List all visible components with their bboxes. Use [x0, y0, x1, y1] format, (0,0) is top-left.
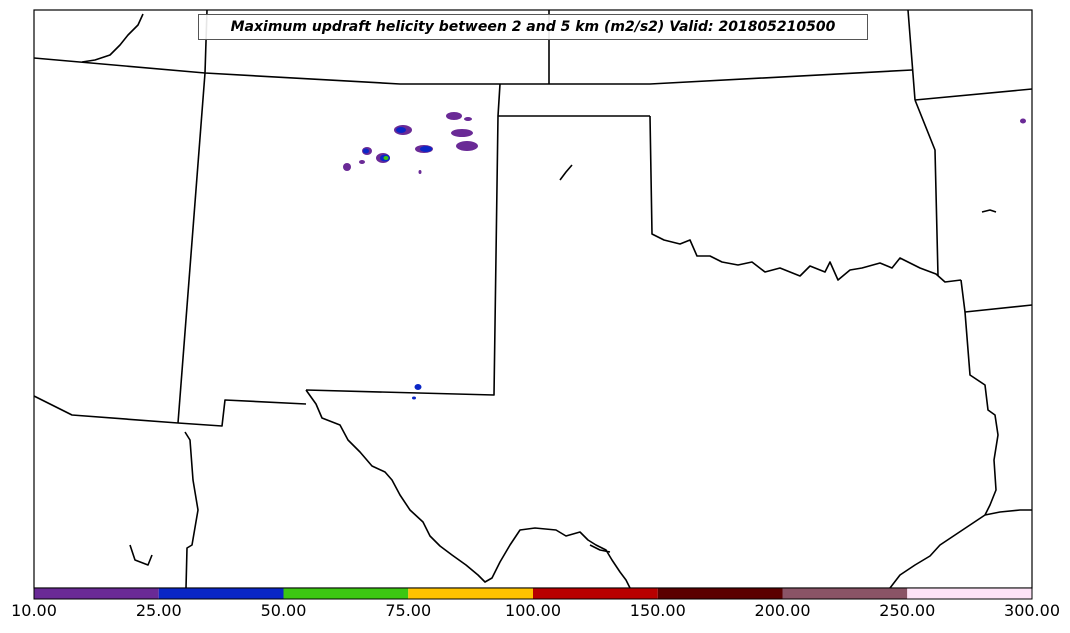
- helicity-cell: [420, 146, 432, 152]
- helicity-cell: [456, 141, 478, 151]
- colorbar-tick-label: 150.00: [629, 601, 686, 620]
- colorbar-segment: [657, 588, 783, 599]
- gulf-coast: [984, 509, 1032, 516]
- helicity-cell: [1020, 118, 1026, 124]
- border-ar-la: [964, 304, 1033, 313]
- colorbar-tick-label: 100.00: [505, 601, 561, 620]
- colorbar-tick-label: 300.00: [1004, 601, 1060, 620]
- helicity-cell: [418, 170, 422, 174]
- colorbar-segment: [34, 588, 159, 599]
- border-ia-mo: [914, 88, 1033, 101]
- state-borders: [33, 9, 1033, 589]
- border-co-ne-top: [33, 57, 913, 85]
- helicity-cell: [412, 396, 416, 400]
- helicity-cell: [451, 129, 473, 137]
- border-az-nm: [177, 72, 206, 424]
- helicity-cell: [343, 163, 351, 171]
- border-mo-ks: [914, 99, 939, 277]
- helicity-cell: [363, 148, 369, 154]
- colorbar-segment: [907, 588, 1032, 599]
- helicity-cell: [396, 127, 406, 133]
- colorbar-segment: [283, 588, 409, 599]
- helicity-cells: [343, 112, 1026, 400]
- colorbar-segment: [533, 588, 658, 599]
- map-frame: [33, 9, 1033, 589]
- colorbar-segment: [782, 588, 908, 599]
- helicity-cell: [464, 117, 472, 121]
- lake-tx: [589, 544, 611, 553]
- border-red-river: [649, 115, 962, 283]
- helicity-cell: [359, 160, 365, 164]
- colorbar-segment: [158, 588, 284, 599]
- colorbar-outline: [33, 587, 1033, 600]
- helicity-cell: [414, 384, 422, 390]
- border-mexico-west: [184, 431, 199, 589]
- border-ok-panhandle: [305, 115, 499, 396]
- gulf-coast-texas: [889, 514, 986, 589]
- lake-ks: [559, 164, 573, 181]
- colorbar-segment: [408, 588, 533, 599]
- border-tx-la: [960, 279, 999, 516]
- colorbar-tick-label: 250.00: [879, 601, 936, 620]
- colorbar-tick-label: 25.00: [135, 601, 182, 620]
- border-rio-grande: [305, 389, 631, 589]
- border-nv-az: [33, 395, 179, 424]
- colorbar-tick-label: 75.00: [385, 601, 432, 620]
- helicity-cell: [383, 156, 389, 160]
- lake-ut: [81, 13, 144, 63]
- lake-mo: [981, 209, 997, 213]
- helicity-cell: [446, 112, 462, 120]
- border-co-ks: [497, 83, 501, 117]
- map-title: Maximum updraft helicity between 2 and 5…: [198, 14, 868, 40]
- colorbar: [33, 587, 1033, 600]
- border-ne-ia: [907, 9, 916, 101]
- colorbar-tick-label: 10.00: [11, 601, 57, 620]
- colorbar-tick-label: 200.00: [754, 601, 811, 620]
- colorbar-tick-label: 50.00: [260, 601, 307, 620]
- lake-mex: [129, 544, 153, 566]
- border-nm-mexico: [177, 399, 307, 427]
